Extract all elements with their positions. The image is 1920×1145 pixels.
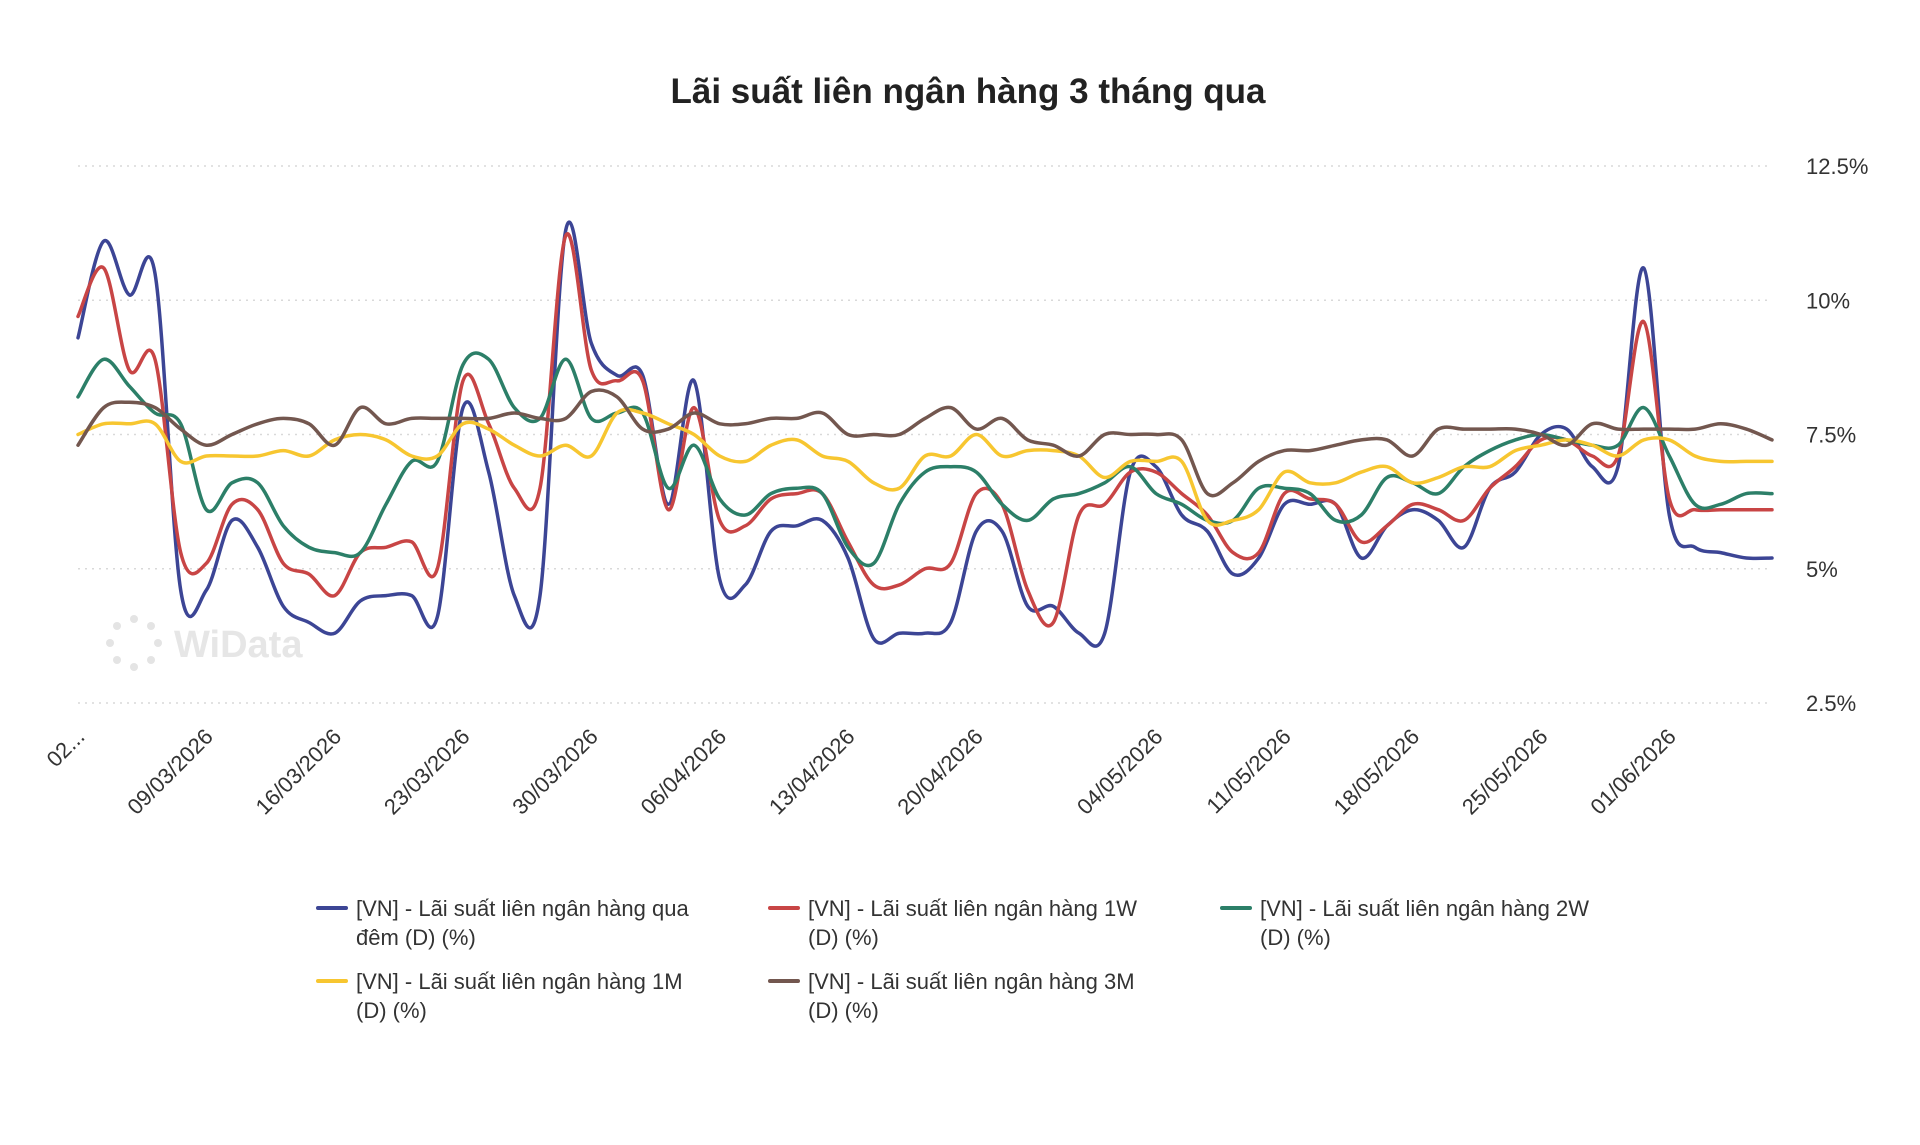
x-tick-label: 25/05/2026 (1457, 724, 1553, 820)
legend-item[interactable]: [VN] - Lãi suất liên ngân hàng 3M (D) (%) (768, 969, 1135, 1023)
x-tick-label: 11/05/2026 (1201, 724, 1295, 818)
x-tick-label: 13/04/2026 (764, 724, 860, 820)
legend-label: (D) (%) (808, 925, 879, 950)
legend-item[interactable]: [VN] - Lãi suất liên ngân hàng 1M (D) (%) (316, 969, 683, 1023)
x-tick-label: 09/03/2026 (122, 724, 218, 820)
x-tick-label: 04/05/2026 (1072, 724, 1168, 820)
y-tick-label: 7.5% (1806, 423, 1856, 448)
x-tick-label: 16/03/2026 (251, 724, 347, 820)
x-tick-label: 18/05/2026 (1329, 724, 1425, 820)
watermark-icon (106, 615, 162, 671)
y-axis: 12.5% 10% 7.5% 5% 2.5% (1806, 154, 1868, 716)
legend-item[interactable]: [VN] - Lãi suất liên ngân hàng 2W (D) (%) (1220, 896, 1589, 950)
legend-item[interactable]: [VN] - Lãi suất liên ngân hàng 1W (D) (%) (768, 896, 1137, 950)
x-tick-label: 02... (42, 724, 90, 772)
legend-label: (D) (%) (356, 998, 427, 1023)
legend-label: [VN] - Lãi suất liên ngân hàng 1M (356, 969, 683, 994)
y-tick-label: 12.5% (1806, 154, 1868, 179)
legend-label: (D) (%) (1260, 925, 1331, 950)
x-axis: 02... 09/03/2026 16/03/2026 23/03/2026 30/03… (42, 724, 1681, 820)
legend: [VN] - Lãi suất liên ngân hàng qua đêm (D… (316, 896, 1589, 1023)
x-tick-label: 01/06/2026 (1585, 724, 1681, 820)
legend-label: [VN] - Lãi suất liên ngân hàng 2W (1260, 896, 1589, 921)
y-tick-label: 2.5% (1806, 691, 1856, 716)
legend-label: [VN] - Lãi suất liên ngân hàng qua (356, 896, 689, 921)
series-line-2 (76, 232, 1774, 628)
x-tick-label: 20/04/2026 (892, 724, 988, 820)
legend-label: [VN] - Lãi suất liên ngân hàng 1W (808, 896, 1137, 921)
series-line-3 (76, 351, 1774, 568)
series-line-5 (76, 388, 1774, 498)
legend-item[interactable]: [VN] - Lãi suất liên ngân hàng qua đêm (D… (316, 896, 689, 950)
series-lines (76, 220, 1774, 648)
y-tick-label: 5% (1806, 557, 1838, 582)
y-tick-label: 10% (1806, 288, 1850, 313)
legend-label: đêm (D) (%) (356, 925, 476, 950)
x-tick-label: 30/03/2026 (507, 724, 603, 820)
chart-title: Lãi suất liên ngân hàng 3 tháng qua (670, 72, 1266, 111)
series-line-4 (76, 407, 1774, 527)
x-tick-label: 06/04/2026 (636, 724, 732, 820)
watermark-logo: WiData (106, 615, 303, 671)
x-tick-label: 23/03/2026 (379, 724, 475, 820)
legend-label: [VN] - Lãi suất liên ngân hàng 3M (808, 969, 1135, 994)
legend-label: (D) (%) (808, 998, 879, 1023)
watermark-text: WiData (174, 624, 303, 666)
grid-lines (78, 165, 1772, 704)
